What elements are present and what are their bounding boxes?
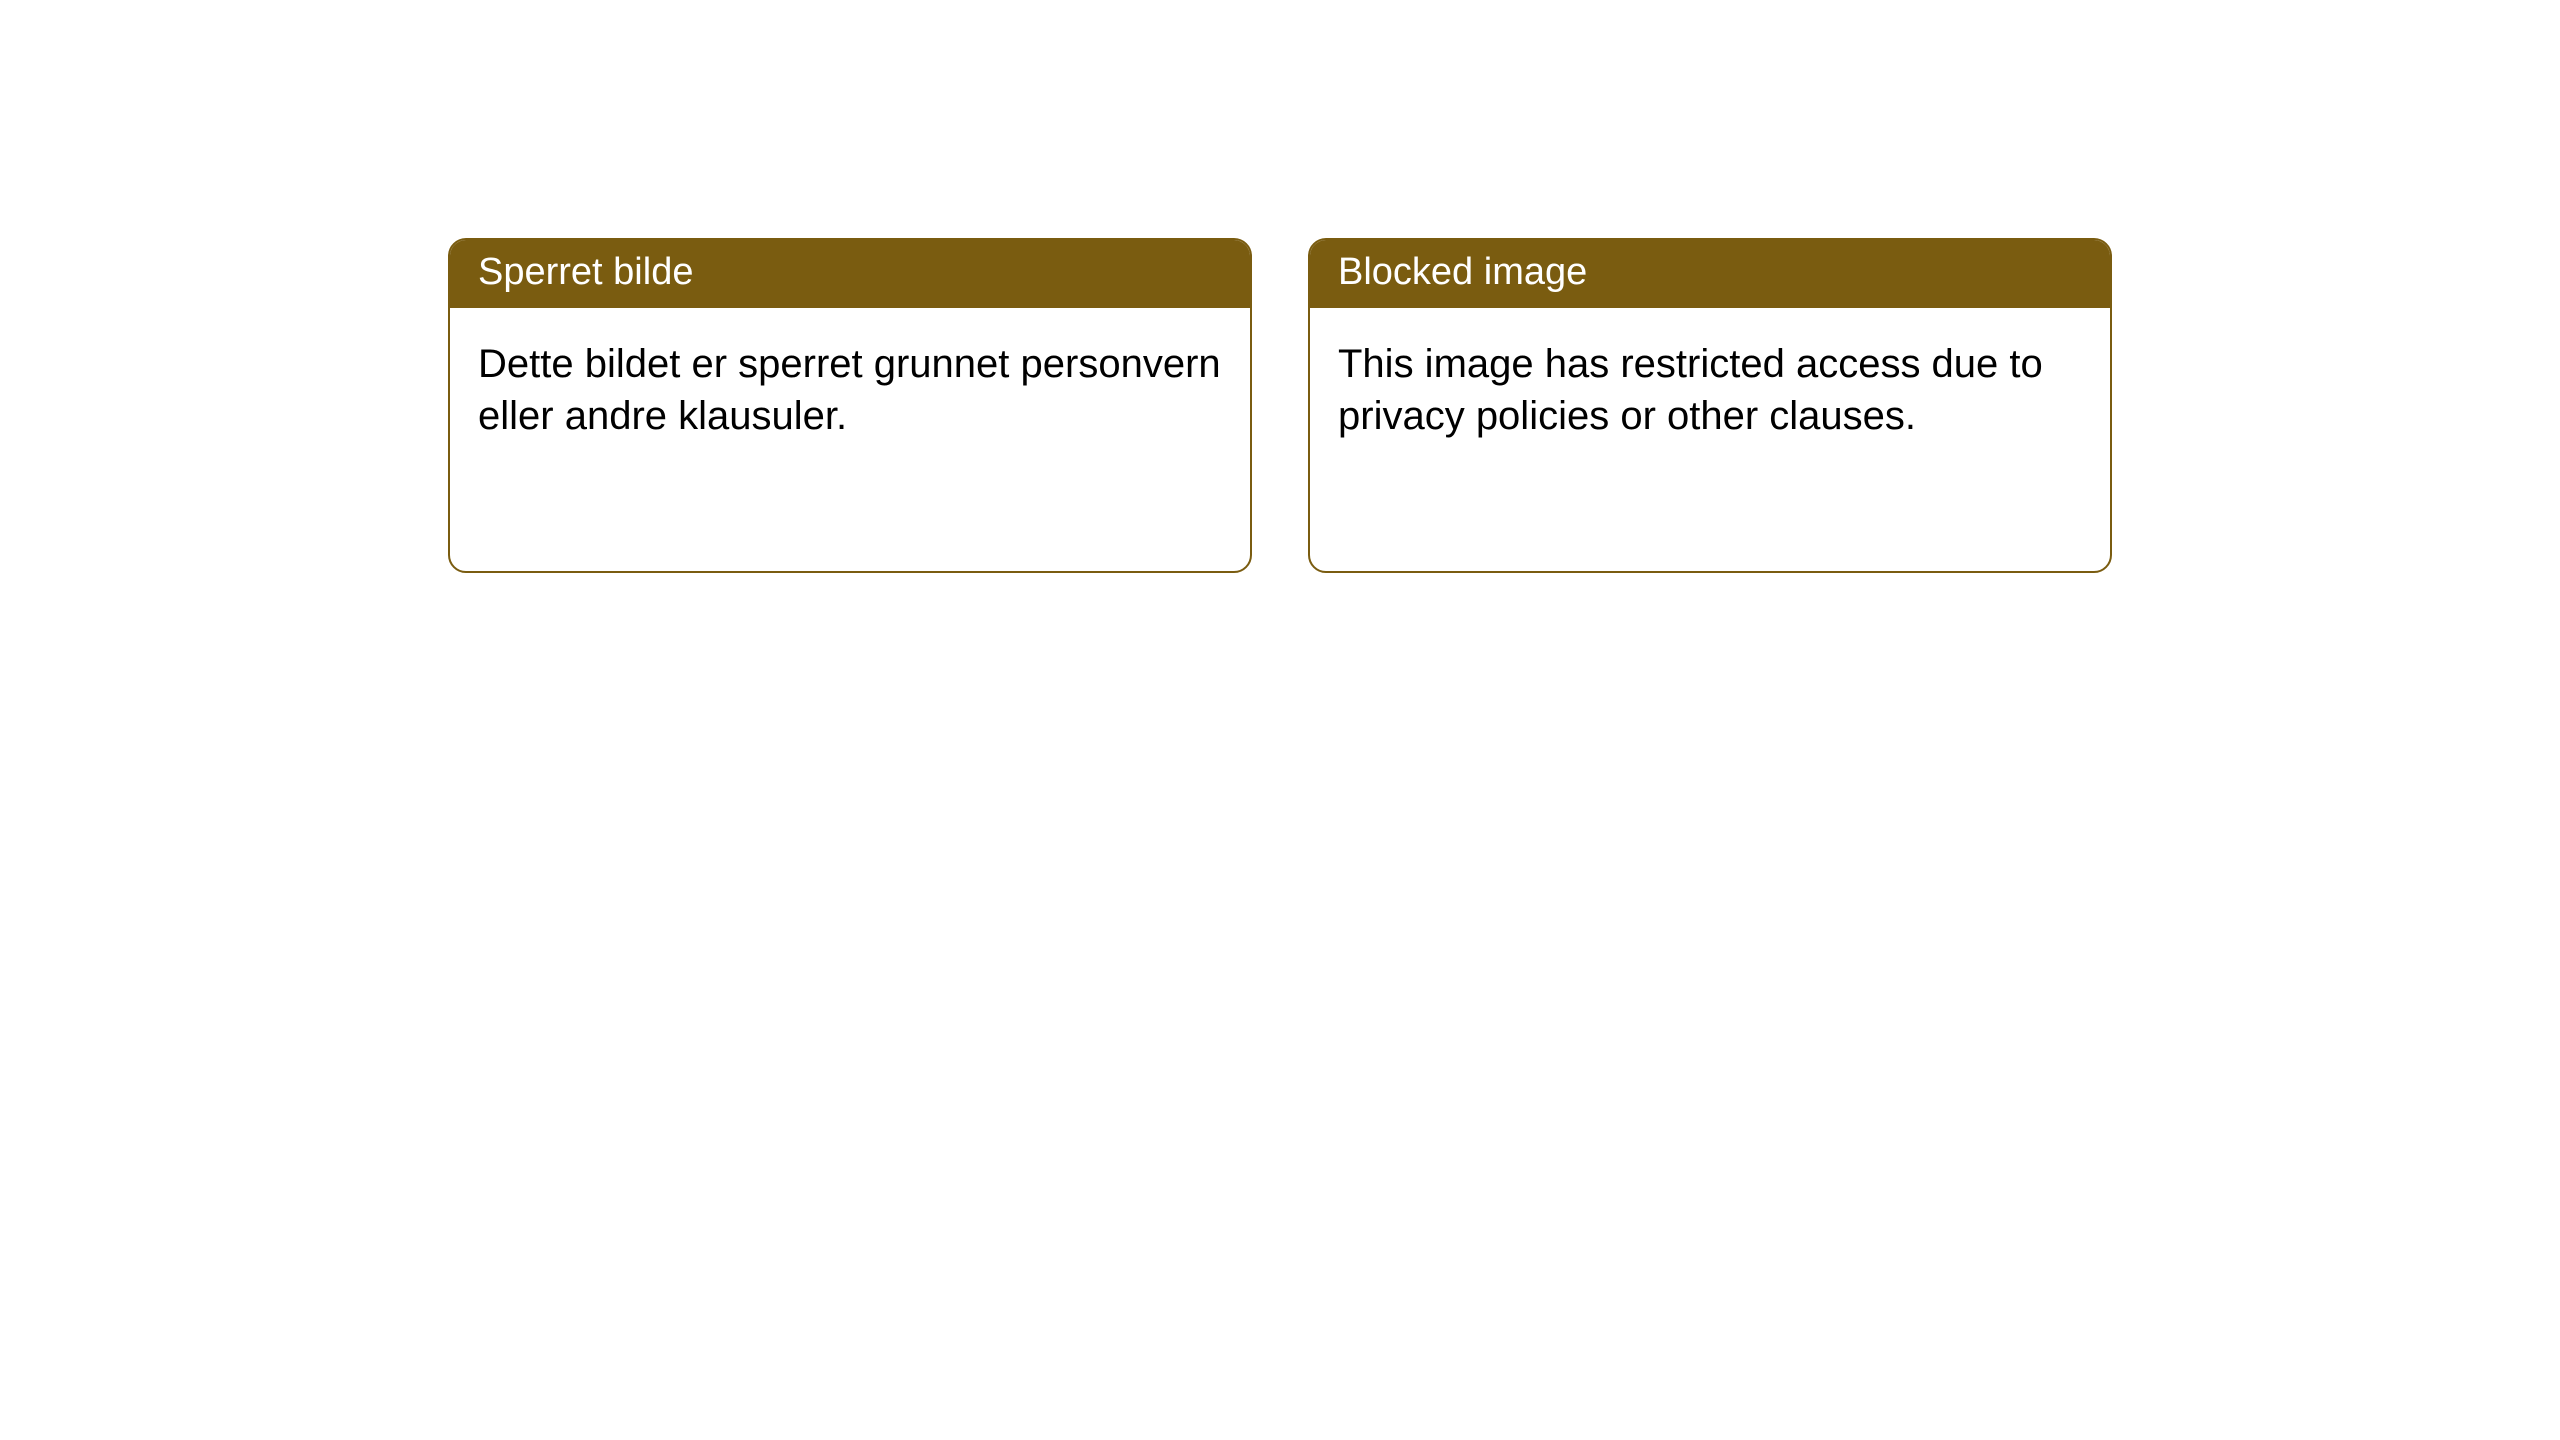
notice-header: Blocked image <box>1310 240 2110 308</box>
notice-body: Dette bildet er sperret grunnet personve… <box>450 308 1250 472</box>
notice-header: Sperret bilde <box>450 240 1250 308</box>
notice-body: This image has restricted access due to … <box>1310 308 2110 472</box>
notice-box-norwegian: Sperret bilde Dette bildet er sperret gr… <box>448 238 1252 573</box>
notice-box-english: Blocked image This image has restricted … <box>1308 238 2112 573</box>
notice-container: Sperret bilde Dette bildet er sperret gr… <box>0 0 2560 573</box>
